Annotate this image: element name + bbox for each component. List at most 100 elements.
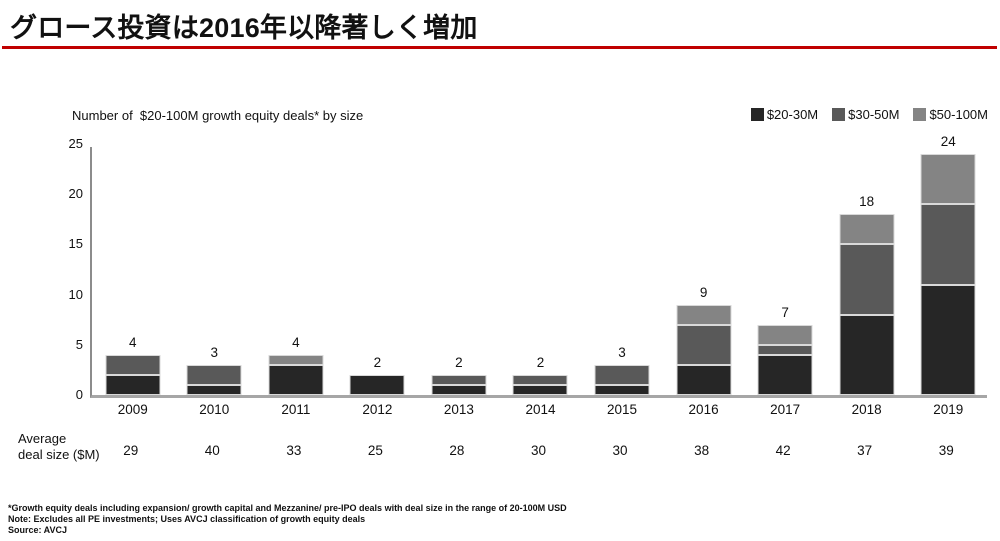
x-axis-tick-label: 2011 [281, 402, 311, 417]
bar-segment-30-50M [920, 204, 976, 285]
bar-segment-20-30M [839, 314, 895, 395]
x-axis-tick-label: 2017 [770, 402, 801, 417]
bar-total-label: 3 [210, 344, 219, 360]
bar-column-2013: 2 2013 [418, 147, 500, 417]
average-deal-size-value: 29 [123, 443, 139, 458]
bar-chart-plot-area: 0 5 10 15 20 25 4 2009 3 2010 4 2011 2 2012 2 2013 2 2014… [69, 134, 989, 417]
average-deal-size-label: Average deal size ($M) [18, 431, 100, 463]
y-axis-tick-label: 10 [68, 286, 83, 302]
bar-column-2011: 4 2011 [255, 147, 337, 417]
average-deal-size-value: 42 [775, 443, 791, 458]
chart-title: Number of $20-100M growth equity deals* … [72, 108, 364, 123]
y-axis-tick-label: 5 [75, 336, 83, 352]
bar-segment-20-30M [920, 284, 976, 395]
bar-total-label: 24 [940, 134, 956, 150]
stacked-bar-2016 [676, 304, 732, 395]
bar-column-2016: 9 2016 [663, 147, 745, 417]
footnotes: *Growth equity deals including expansion… [8, 503, 567, 536]
bar-segment-20-30M [757, 354, 813, 395]
bar-total-label: 3 [618, 344, 626, 360]
x-axis-tick-label: 2010 [199, 402, 230, 417]
bar-segment-30-50M [105, 354, 161, 375]
bar-total-label: 2 [373, 354, 382, 370]
bar-total-label: 18 [859, 194, 875, 210]
average-deal-size-label-line: deal size ($M) [18, 447, 100, 462]
footnote-note: Note: Excludes all PE investments; Uses … [8, 514, 366, 524]
average-deal-size-value: 28 [449, 443, 465, 458]
stacked-bar-2012 [349, 374, 405, 395]
stacked-bar-2009 [105, 354, 161, 395]
stacked-bar-2019 [920, 154, 976, 395]
bar-column-2018: 18 2018 [826, 147, 908, 417]
x-axis-tick-label: 2016 [688, 402, 719, 417]
bar-segment-20-30M [512, 384, 568, 395]
bar-segment-20-30M [186, 384, 242, 395]
bar-segment-30-50M [839, 244, 895, 315]
average-deal-size-value: 25 [367, 443, 383, 458]
bar-segment-30-50M [431, 374, 487, 385]
average-deal-size-value: 40 [204, 443, 220, 458]
bar-column-2014: 2 2014 [500, 147, 582, 417]
bar-column-2015: 3 2015 [581, 147, 663, 417]
bar-segment-20-30M [105, 374, 161, 395]
stacked-bar-2010 [186, 364, 242, 395]
bar-total-label: 4 [129, 334, 137, 350]
page-title: グロース投資は2016年以降著しく増加 [10, 13, 478, 43]
bar-segment-20-30M [431, 384, 487, 395]
average-deal-size-value: 33 [286, 443, 302, 458]
bar-segment-30-50M [186, 364, 242, 385]
x-axis-tick-label: 2013 [443, 402, 474, 417]
legend-item-50-100M: $50-100M [913, 107, 988, 122]
bar-segment-30-50M [676, 324, 732, 365]
legend-label: $30-50M [848, 107, 900, 122]
bar-segment-50-100M [676, 304, 732, 325]
x-axis-tick-label: 2015 [607, 402, 638, 417]
bar-total-label: 7 [781, 304, 789, 320]
average-deal-size-label-line: Average [18, 431, 67, 446]
y-axis-tick-label: 20 [68, 186, 83, 202]
bar-total-label: 9 [699, 284, 708, 300]
bar-segment-30-50M [594, 364, 650, 385]
bar-column-2010: 3 2010 [174, 147, 256, 417]
bar-segment-20-30M [676, 364, 732, 395]
bar-total-label: 4 [292, 334, 300, 350]
legend-swatch-icon [750, 108, 764, 121]
legend-swatch-icon [913, 108, 927, 121]
legend-item-30-50M: $30-50M [832, 107, 899, 122]
average-deal-size-value: 39 [938, 443, 954, 458]
bar-segment-50-100M [920, 154, 976, 205]
stacked-bar-2018 [839, 214, 895, 395]
x-axis-tick-label: 2018 [851, 402, 882, 417]
y-axis-tick-label: 15 [68, 236, 83, 252]
bar-segment-50-100M [839, 214, 895, 245]
legend-item-20-30M: $20-30M [750, 107, 819, 122]
stacked-bar-2015 [594, 364, 650, 395]
chart-legend: $20-30M $30-50M $50-100M [750, 107, 988, 122]
legend-label: $20-30M [766, 107, 819, 122]
average-deal-size-value: 37 [857, 443, 873, 458]
stacked-bar-2011 [268, 354, 324, 395]
stacked-bar-2013 [431, 374, 487, 395]
bar-column-2017: 7 2017 [744, 147, 826, 417]
bar-segment-30-50M [757, 344, 813, 355]
stacked-bar-2014 [512, 374, 568, 395]
bar-segment-30-50M [512, 374, 568, 385]
bar-total-label: 2 [455, 354, 463, 370]
footnote-asterisk: *Growth equity deals including expansion… [8, 503, 567, 513]
stacked-bar-2017 [757, 324, 813, 395]
title-underline [2, 46, 997, 49]
bar-segment-20-30M [349, 374, 405, 395]
legend-swatch-icon [832, 108, 846, 121]
x-axis-tick-label: 2012 [362, 402, 393, 417]
average-deal-size-value: 38 [694, 443, 710, 458]
y-axis-tick-label: 25 [68, 136, 83, 151]
legend-label: $50-100M [929, 107, 988, 122]
x-axis-tick-label: 2019 [933, 402, 964, 417]
bar-segment-20-30M [268, 364, 324, 395]
bar-column-2019: 24 2019 [907, 134, 989, 417]
bar-segment-50-100M [757, 324, 813, 345]
y-axis-tick-label: 0 [75, 387, 83, 402]
average-deal-size-row: 29 40 33 25 28 30 30 38 42 37 39 [90, 443, 987, 461]
bar-total-label: 2 [536, 354, 545, 370]
